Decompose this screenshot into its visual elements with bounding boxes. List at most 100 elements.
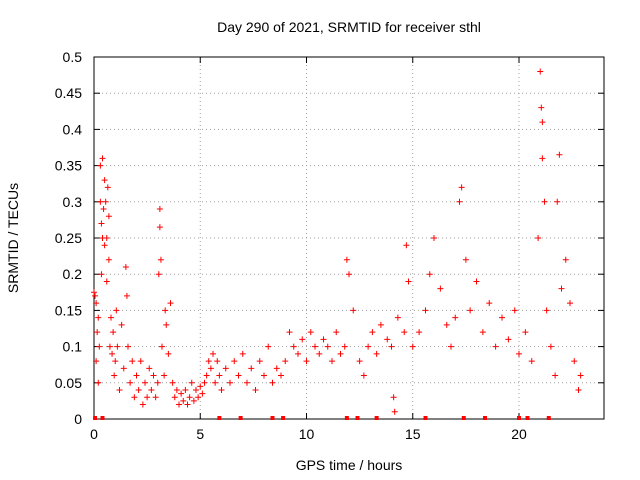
data-point <box>108 314 114 321</box>
x-tick-label: 15 <box>405 426 421 442</box>
gap-markers <box>93 416 551 420</box>
data-point <box>522 329 529 336</box>
gap-marker <box>100 416 105 420</box>
data-point <box>188 379 195 386</box>
data-point <box>162 307 169 314</box>
data-point <box>456 198 463 205</box>
data-point <box>567 300 573 307</box>
data-point <box>169 379 176 386</box>
data-point <box>316 350 323 357</box>
data-point <box>235 372 242 379</box>
data-point <box>92 292 99 299</box>
data-point <box>269 379 276 386</box>
data-point <box>499 314 505 321</box>
data-point <box>139 401 146 408</box>
data-point <box>539 119 546 126</box>
data-point <box>167 300 174 307</box>
data-point <box>547 343 554 350</box>
data-point <box>278 372 284 379</box>
data-point <box>350 307 357 314</box>
data-point <box>93 358 100 365</box>
y-tick-label: 0.25 <box>55 230 82 246</box>
data-point <box>127 379 134 386</box>
data-point <box>113 307 120 314</box>
data-point <box>403 242 410 249</box>
data-point <box>91 289 97 296</box>
data-point <box>346 271 352 278</box>
gap-marker <box>93 416 98 420</box>
data-point <box>110 329 117 336</box>
data-point <box>146 365 153 372</box>
y-tick-label: 0 <box>74 411 82 427</box>
data-point <box>286 329 293 336</box>
data-point <box>114 343 121 350</box>
x-tick-label: 10 <box>299 426 315 442</box>
x-tick-label: 20 <box>511 426 527 442</box>
data-point <box>178 390 185 397</box>
x-tick-labels: 0 5 10 15 20 <box>90 426 527 442</box>
data-point <box>98 271 105 278</box>
data-point <box>137 358 144 365</box>
data-point <box>541 198 548 205</box>
data-point <box>216 372 223 379</box>
data-point <box>391 408 398 415</box>
data-point <box>528 358 535 365</box>
data-point <box>116 387 123 394</box>
data-point <box>299 336 306 343</box>
data-point <box>165 350 172 357</box>
data-point <box>558 285 565 292</box>
data-point <box>452 314 459 321</box>
gap-marker <box>546 416 551 420</box>
data-point <box>157 256 164 263</box>
data-point <box>324 343 331 350</box>
gap-marker <box>355 416 360 420</box>
data-point <box>303 358 310 365</box>
data-point <box>103 235 110 241</box>
data-point <box>180 397 187 404</box>
data-point <box>199 390 206 397</box>
data-point <box>448 343 454 350</box>
data-point <box>244 379 250 386</box>
data-point <box>405 278 412 285</box>
data-point <box>150 372 157 379</box>
data-point <box>205 358 212 365</box>
data-point <box>161 372 168 379</box>
data-point <box>462 256 469 263</box>
data-point <box>112 358 119 365</box>
data-point <box>173 387 180 394</box>
data-point <box>401 329 408 336</box>
data-point <box>571 358 578 365</box>
data-point <box>190 397 197 404</box>
data-point <box>123 292 130 299</box>
y-tick-label: 0.5 <box>63 49 83 65</box>
data-point <box>193 387 199 394</box>
data-point <box>156 206 163 213</box>
y-tick-label: 0.15 <box>55 302 82 318</box>
data-point <box>377 321 384 328</box>
data-point <box>203 372 210 379</box>
gap-marker <box>461 416 466 420</box>
data-point <box>467 307 474 314</box>
data-point <box>479 329 486 336</box>
data-point <box>197 383 204 390</box>
chart-title: Day 290 of 2021, SRMTID for receiver sth… <box>217 19 481 35</box>
data-point <box>159 343 165 350</box>
data-point <box>148 387 155 394</box>
data-point <box>104 184 111 191</box>
data-point <box>109 350 116 357</box>
y-tick-label: 0.05 <box>55 375 82 391</box>
data-point <box>214 358 221 365</box>
data-point <box>437 285 444 292</box>
data-point <box>575 387 582 394</box>
data-point <box>443 321 450 328</box>
data-point <box>201 379 208 386</box>
data-point <box>96 343 103 350</box>
data-point <box>154 379 161 386</box>
data-point <box>458 184 465 191</box>
data-point <box>163 321 170 328</box>
data-point <box>93 300 100 307</box>
data-point <box>552 372 559 379</box>
y-tick-label: 0.4 <box>63 121 83 137</box>
data-point <box>111 372 118 379</box>
data-point <box>416 329 423 336</box>
